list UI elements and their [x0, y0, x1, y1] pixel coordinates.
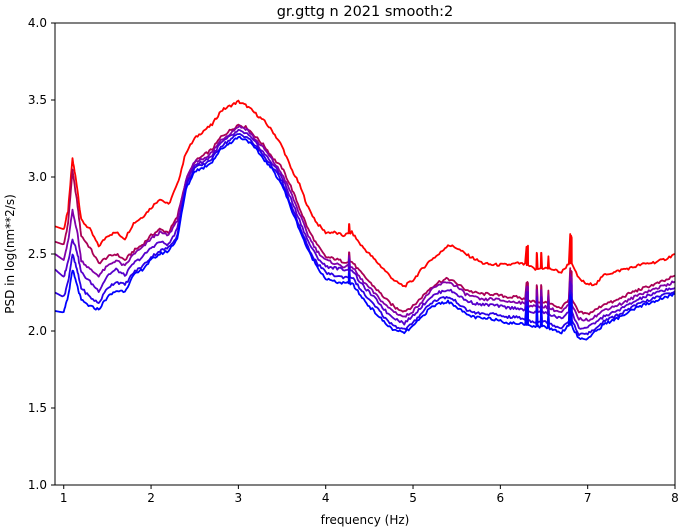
y-tick-label: 1.5 — [28, 401, 47, 415]
y-tick-label: 1.0 — [28, 478, 47, 492]
y-tick-label: 4.0 — [28, 16, 47, 30]
x-tick-label: 7 — [584, 491, 592, 505]
y-axis-title: PSD in log(nm**2/s) — [3, 194, 17, 314]
x-tick-label: 2 — [147, 491, 155, 505]
y-tick-label: 2.0 — [28, 324, 47, 338]
y-tick-label: 3.5 — [28, 93, 47, 107]
x-tick-label: 4 — [322, 491, 330, 505]
x-axis-title: frequency (Hz) — [321, 513, 410, 527]
x-tick-label: 3 — [235, 491, 243, 505]
chart-title: gr.gttg n 2021 smooth:2 — [277, 4, 454, 20]
series-line-5 — [54, 133, 676, 337]
x-axis: 1 2 3 4 5 6 7 8 — [60, 485, 679, 505]
x-tick-label: 5 — [409, 491, 417, 505]
x-tick-label: 1 — [60, 491, 68, 505]
y-axis: 1.0 1.5 2.0 2.5 3.0 3.5 4.0 — [28, 16, 55, 492]
series-line-6 — [54, 135, 676, 341]
series-line-2 — [54, 123, 676, 316]
y-tick-label: 3.0 — [28, 170, 47, 184]
series-layer — [54, 99, 676, 341]
x-tick-label: 8 — [671, 491, 679, 505]
plot-frame — [54, 22, 676, 486]
x-tick-label: 6 — [497, 491, 505, 505]
series-line-1 — [54, 99, 676, 288]
series-line-3 — [54, 125, 676, 322]
series-line-4 — [54, 129, 676, 330]
y-tick-label: 2.5 — [28, 247, 47, 261]
